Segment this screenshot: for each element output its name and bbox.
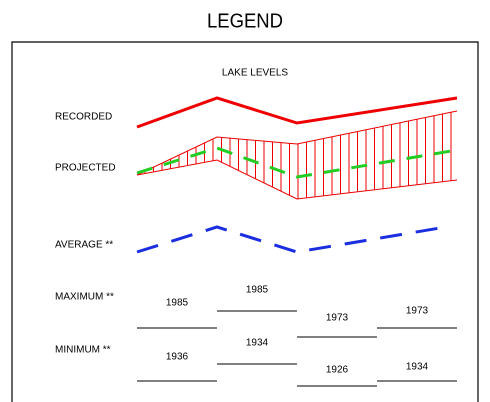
- year: 1985: [246, 285, 269, 296]
- year: 1934: [246, 338, 269, 349]
- row-label: MAXIMUM **: [55, 292, 114, 303]
- row-label: PROJECTED: [55, 163, 116, 174]
- maximum-lines: [137, 310, 457, 338]
- year: 1926: [326, 365, 349, 376]
- panel-title: LAKE LEVELS: [222, 68, 288, 79]
- legend-title: LEGEND: [207, 10, 283, 32]
- year: 1934: [406, 362, 429, 373]
- row-label: MINIMUM **: [55, 345, 111, 356]
- average-line: [136, 225, 441, 254]
- band-top: [136, 110, 458, 176]
- projected-line: [136, 146, 458, 179]
- year: 1936: [166, 352, 189, 363]
- band-bottom: [136, 159, 458, 200]
- year: 1973: [326, 313, 349, 324]
- year: 1985: [166, 298, 189, 309]
- frame: [11, 41, 479, 402]
- row-label: RECORDED: [55, 112, 112, 123]
- minimum-lines: [137, 363, 457, 387]
- row-label: AVERAGE **: [55, 240, 113, 251]
- recorded-line: [136, 96, 458, 129]
- year: 1973: [406, 306, 429, 317]
